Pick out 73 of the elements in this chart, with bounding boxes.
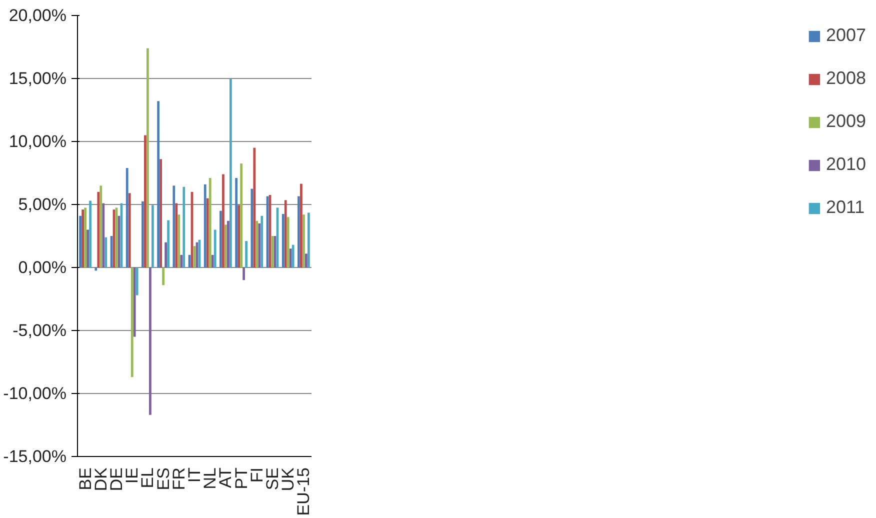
bar [298,196,300,268]
bar [79,216,82,268]
bar [104,237,108,268]
bar [208,178,212,268]
bar [204,184,206,268]
bar [149,268,152,415]
bar [144,135,146,268]
bar [222,174,224,268]
bar [89,200,92,268]
y-tick-label: 5,00% [18,195,66,214]
bar [82,210,84,268]
legend-label: 2011 [826,197,865,218]
bar [175,203,178,268]
bar [128,193,131,268]
bar [160,159,162,268]
bar [126,168,128,268]
y-tick-label: -10,00% [3,384,67,403]
bar [133,268,136,337]
bar [180,254,183,268]
bar [146,48,149,268]
bar [94,268,98,271]
bar [224,224,227,268]
bar [256,220,258,268]
bar [130,268,134,378]
bar [84,208,86,268]
bar [284,200,287,268]
bar [142,201,144,268]
legend-label: 2009 [826,111,866,132]
bar [172,186,176,268]
bar [305,254,308,268]
bar [253,148,256,268]
bar [178,214,180,268]
bar [300,184,302,268]
bar [86,230,89,268]
y-tick-label: 10,00% [8,132,67,151]
bar [136,268,138,296]
y-tick-label: 20,00% [8,6,67,25]
legend-label: 2007 [826,25,866,46]
bar [152,205,154,268]
bar [240,164,242,268]
bar [167,220,170,268]
bar [230,78,232,268]
bar [214,230,216,268]
bar [258,223,261,268]
bar [102,203,105,268]
bar [162,268,164,286]
bar [245,241,248,268]
bar [292,244,294,268]
bar [211,254,214,268]
bar [157,101,160,268]
bar [220,210,222,268]
y-tick-label: 0,00% [18,258,66,277]
bar [182,186,186,268]
bar [206,198,209,268]
bar [289,248,292,268]
bar [242,268,245,280]
bar [250,188,254,268]
bar [282,214,284,268]
bar [97,192,100,268]
bar [286,217,290,268]
bar [238,205,240,268]
y-tick-label: 15,00% [8,69,67,88]
bar [235,178,238,268]
y-tick-label: -5,00% [12,321,67,340]
bar [308,212,310,268]
bar [164,242,167,268]
bar [227,220,230,268]
bar [260,216,264,268]
y-tick-label: -15,00% [3,447,67,466]
legend-label: 2010 [826,154,866,175]
bar [302,214,305,268]
bar [100,186,102,268]
legend-label: 2008 [826,68,866,89]
